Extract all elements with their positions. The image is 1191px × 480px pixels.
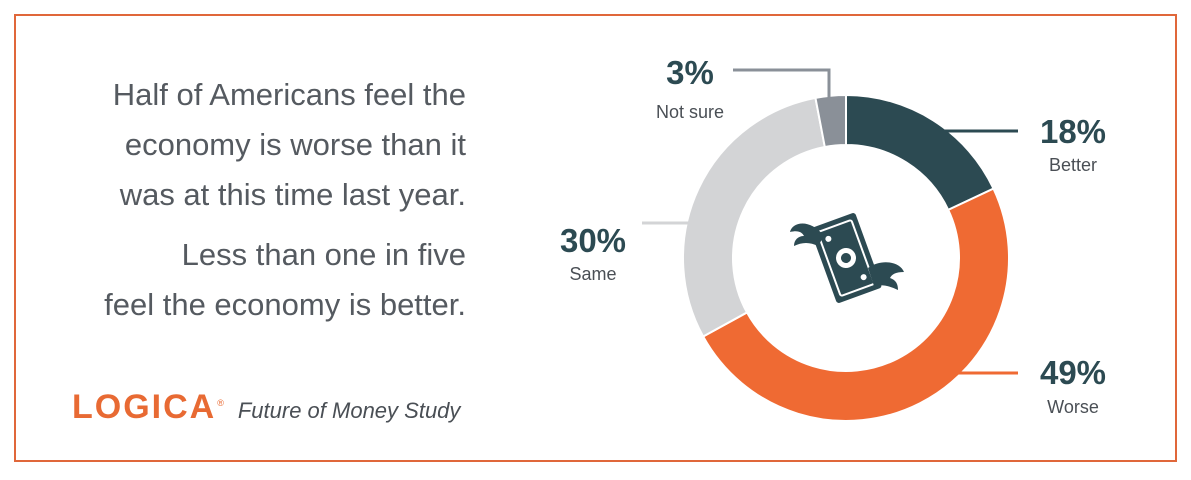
logo-text: LOGICA xyxy=(72,388,217,426)
logica-logo: LOGICA® xyxy=(72,388,224,427)
card-frame xyxy=(14,14,1177,462)
donut-slice-not-sure xyxy=(814,93,847,149)
leader-line-not-sure xyxy=(733,68,831,98)
donut-slice-worse xyxy=(701,187,1010,422)
registered-mark: ® xyxy=(217,397,224,408)
headline-line: was at this time last year. xyxy=(119,177,466,212)
subheadline-line: feel the economy is better. xyxy=(104,287,466,322)
pct-label-same: 30% xyxy=(560,222,626,259)
pct-label-worse: 49% xyxy=(1040,354,1106,391)
subheadline: Less than one in five feel the economy i… xyxy=(26,230,466,330)
headline-line: economy is worse than it xyxy=(124,127,466,162)
brand: LOGICA® Future of Money Study xyxy=(72,388,460,427)
donut-slice-better xyxy=(845,93,995,212)
category-label-worse: Worse xyxy=(1047,397,1099,417)
flying-money-icon xyxy=(790,213,904,303)
headline: Half of Americans feel the economy is wo… xyxy=(26,70,466,220)
pct-label-not-sure: 3% xyxy=(666,54,714,91)
category-label-not-sure: Not sure xyxy=(656,102,724,122)
subheadline-line: Less than one in five xyxy=(181,237,466,272)
headline-line: Half of Americans feel the xyxy=(112,77,466,112)
category-label-better: Better xyxy=(1049,155,1097,175)
category-label-same: Same xyxy=(569,264,616,284)
study-name: Future of Money Study xyxy=(237,398,461,423)
donut-slice-same xyxy=(682,96,826,338)
pct-label-better: 18% xyxy=(1040,113,1106,150)
donut-slices xyxy=(682,93,1010,422)
